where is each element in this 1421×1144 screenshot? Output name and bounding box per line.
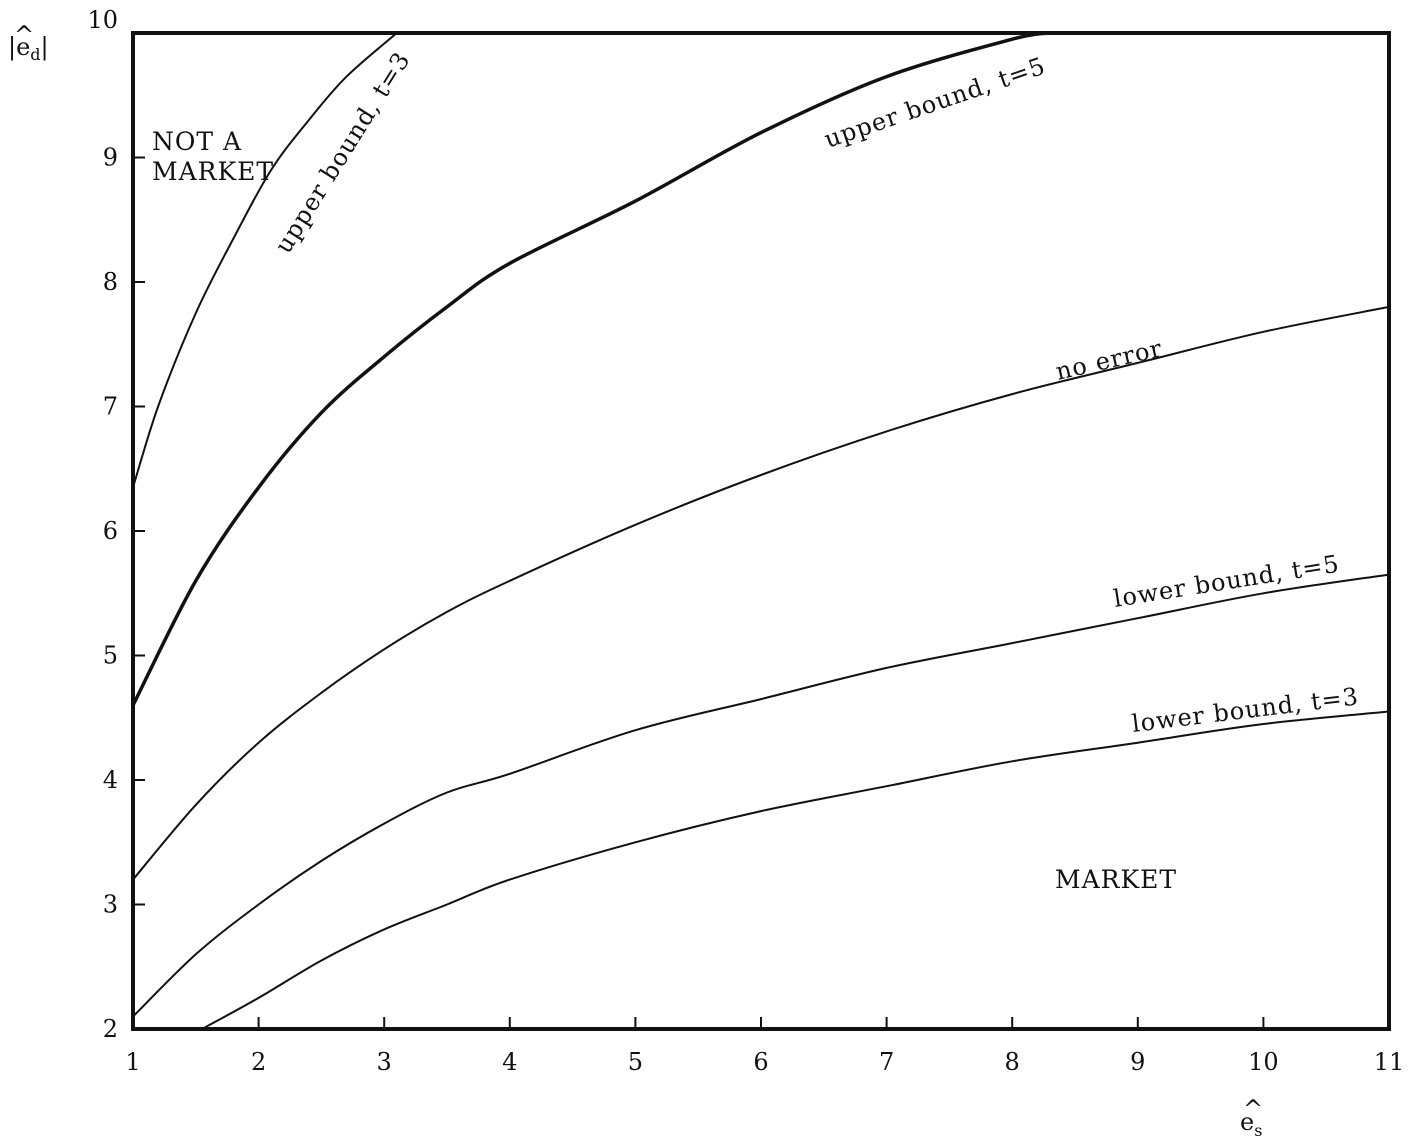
x-tick-label: 2 (251, 1048, 266, 1076)
y-tick-label: 8 (103, 268, 118, 296)
y-tick-label: 5 (103, 642, 118, 670)
series-lines (131, 31, 1390, 1030)
curve-label-upper-t5: upper bound, t=5 (821, 52, 1049, 154)
x-axis-label: es (1240, 1108, 1262, 1140)
curve-label-upper-t3: upper bound, t=3 (269, 47, 416, 258)
x-tick-label: 3 (377, 1048, 392, 1076)
y-tick-label: 9 (103, 144, 118, 172)
y-tick-label: 4 (103, 766, 118, 794)
region-label-market: MARKET (1055, 865, 1177, 894)
x-tick-label: 4 (502, 1048, 517, 1076)
x-axis-ticks: 1 2 3 4 5 6 7 8 9 10 11 (125, 1017, 1404, 1076)
y-tick-label: 7 (103, 393, 118, 421)
series-line-5 (201, 710, 1390, 1030)
region-label-not-market: NOT A (152, 127, 242, 156)
y-axis-label-e: e (16, 33, 30, 61)
x-tick-label: 10 (1248, 1048, 1279, 1076)
series-line-2 (131, 31, 1052, 708)
x-axis-label-hat: ^ (1243, 1095, 1263, 1123)
region-label-not-market-2: MARKET (152, 157, 274, 186)
x-tick-label: 7 (879, 1048, 894, 1076)
curve-label-lower-t5: lower bound, t=5 (1112, 550, 1342, 613)
y-tick-label: 6 (103, 517, 118, 545)
y-axis-label: |ed| (8, 33, 49, 64)
curve-label-lower-t3: lower bound, t=3 (1130, 682, 1360, 738)
y-tick-label: 3 (103, 891, 118, 919)
x-tick-label: 8 (1005, 1048, 1020, 1076)
y-axis-ticks: 2 3 4 5 6 7 8 9 10 (87, 6, 145, 1043)
x-tick-label: 1 (125, 1048, 140, 1076)
series-line-3 (132, 305, 1390, 881)
series-line-4 (132, 573, 1390, 1018)
y-tick-label: 2 (103, 1015, 118, 1043)
x-tick-label: 11 (1374, 1048, 1405, 1076)
series-line-1 (132, 32, 398, 489)
curve-label-no-error: no error (1053, 334, 1165, 386)
x-tick-label: 9 (1130, 1048, 1145, 1076)
y-tick-label: 10 (87, 6, 118, 34)
x-tick-label: 5 (628, 1048, 643, 1076)
y-axis-label-hat: ^ (14, 21, 34, 49)
x-tick-label: 6 (753, 1048, 768, 1076)
